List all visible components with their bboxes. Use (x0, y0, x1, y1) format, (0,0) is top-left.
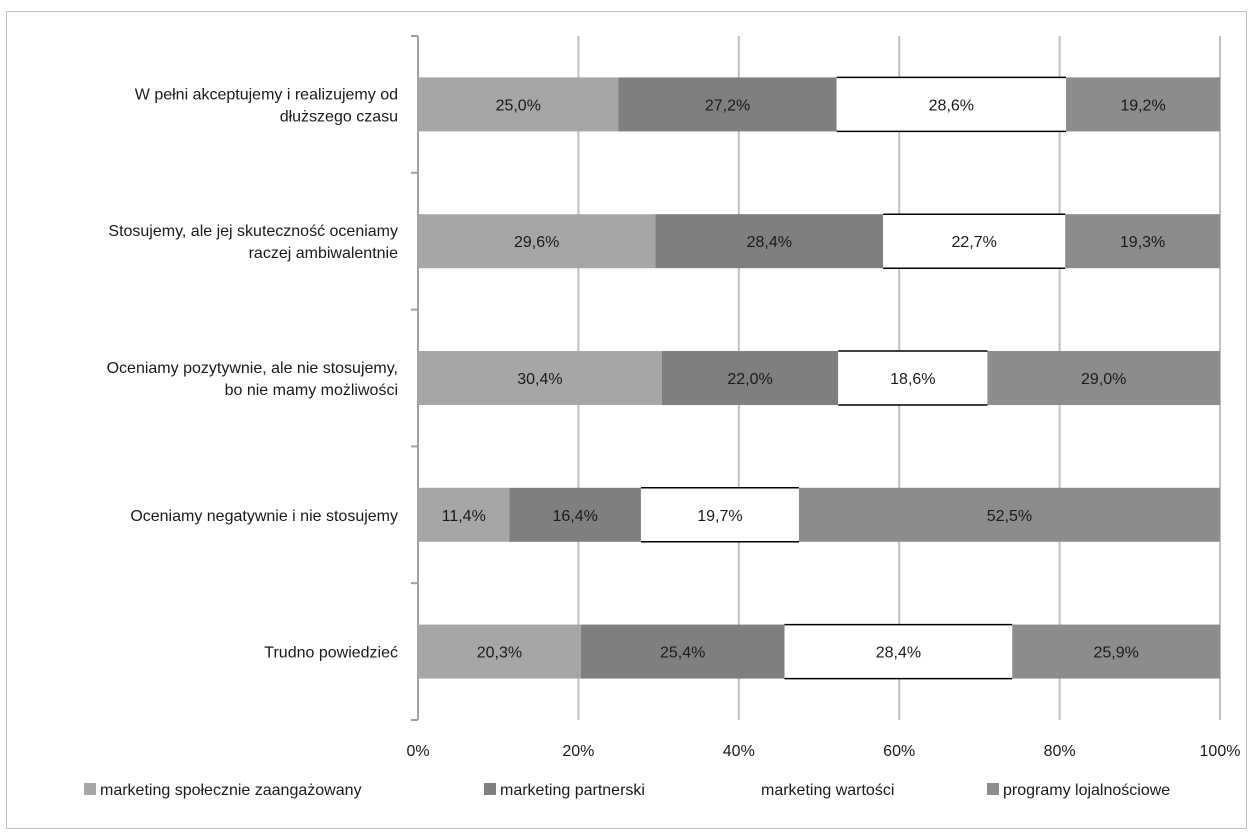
bar-segment (1012, 624, 1220, 679)
data-label: 20,3% (477, 645, 522, 662)
bar-segment (509, 487, 641, 542)
bar-segment (883, 214, 1066, 269)
category-label: Stosujemy, ale jej skuteczność oceniamy (108, 223, 398, 240)
category-label: Oceniamy pozytywnie, ale nie stosujemy, (107, 360, 398, 377)
bar-segment (418, 487, 510, 542)
x-tick-label: 60% (883, 743, 915, 760)
data-label: 29,0% (1081, 371, 1126, 388)
data-label: 19,2% (1120, 97, 1165, 114)
data-label: 30,4% (517, 371, 562, 388)
data-label: 22,7% (951, 234, 996, 251)
bar-segment (640, 487, 799, 542)
x-tick-label: 80% (1044, 743, 1076, 760)
data-label: 22,0% (727, 371, 772, 388)
legend-swatch (987, 783, 999, 795)
data-label: 11,4% (442, 508, 486, 525)
bar-segment (1065, 214, 1220, 269)
data-label: 28,6% (929, 97, 974, 114)
x-tick-label: 20% (562, 743, 594, 760)
data-label: 25,9% (1093, 645, 1138, 662)
data-label: 18,6% (890, 371, 935, 388)
data-label: 52,5% (987, 508, 1032, 525)
bar-segment (838, 351, 988, 405)
bar-segment (418, 351, 662, 405)
legend-swatch (484, 783, 496, 795)
bar-segment (784, 624, 1013, 679)
chart-frame (6, 11, 1247, 829)
bar-segment (661, 351, 839, 405)
bar-segment (580, 624, 785, 679)
x-tick-label: 0% (406, 743, 429, 760)
bar-segment (655, 214, 884, 269)
bar-segment (418, 214, 656, 269)
bar-segment (836, 77, 1067, 132)
bar-segment (987, 351, 1220, 405)
category-label: Trudno powiedzieć (264, 645, 398, 662)
category-label: W pełni akceptujemy i realizujemy od (135, 86, 398, 103)
category-label: Oceniamy negatywnie i nie stosujemy (130, 508, 398, 525)
category-label: raczej ambiwalentnie (249, 245, 399, 262)
category-label: bo nie mamy możliwości (225, 382, 398, 399)
bar-segment (418, 77, 619, 132)
data-label: 28,4% (747, 234, 792, 251)
legend-label: marketing społecznie zaangażowany (100, 782, 361, 799)
data-label: 25,0% (496, 97, 541, 114)
bar-segment (418, 624, 581, 679)
data-label: 19,7% (697, 508, 742, 525)
legend-label: marketing wartości (761, 782, 894, 799)
category-label: dłuższego czasu (280, 108, 398, 125)
legend-label: marketing partnerski (500, 782, 645, 799)
x-tick-label: 100% (1200, 743, 1241, 760)
x-tick-label: 40% (723, 743, 755, 760)
legend-swatch (84, 783, 96, 795)
bar-segment (618, 77, 837, 132)
data-label: 27,2% (705, 97, 750, 114)
legend-label: programy lojalnościowe (1003, 782, 1170, 799)
bar-segment (1066, 77, 1220, 132)
data-label: 29,6% (514, 234, 559, 251)
data-label: 16,4% (553, 508, 598, 525)
data-label: 25,4% (660, 645, 705, 662)
data-label: 19,3% (1120, 234, 1165, 251)
bar-segment (798, 487, 1220, 542)
data-label: 28,4% (876, 645, 921, 662)
